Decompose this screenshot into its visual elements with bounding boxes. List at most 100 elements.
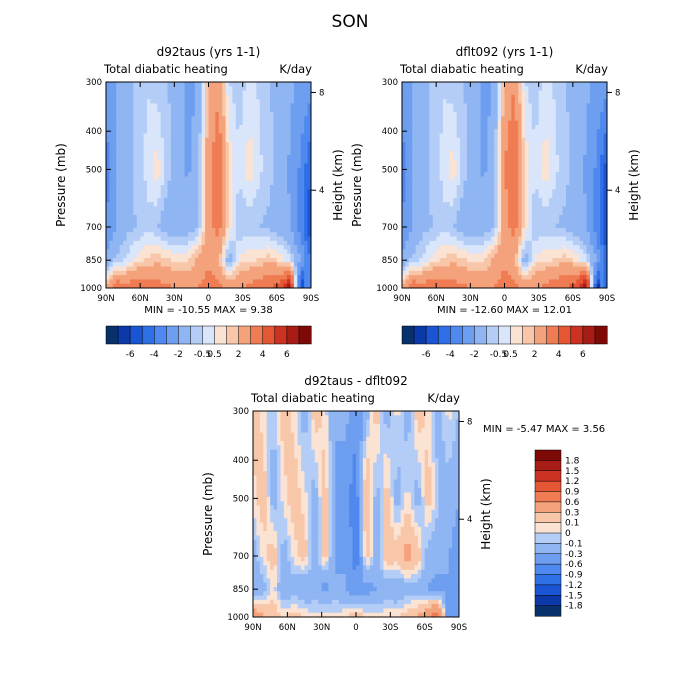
heatmap-cell (425, 112, 430, 117)
heatmap-cell (501, 86, 505, 91)
heatmap-cell (246, 180, 250, 186)
heatmap-cell (222, 227, 226, 233)
heatmap-cell (600, 116, 604, 122)
heatmap-cell (304, 197, 308, 203)
heatmap-cell (266, 262, 271, 267)
heatmap-cell (470, 150, 475, 156)
heatmap-cell (198, 210, 203, 216)
heatmap-cell (477, 112, 481, 117)
heatmap-cell (559, 172, 563, 177)
heatmap-cell (266, 90, 271, 96)
heatmap-cell (449, 210, 454, 216)
heatmap-cell (542, 219, 546, 225)
heatmap-cell (507, 167, 512, 173)
heatmap-cell (494, 163, 499, 169)
heatmap-cell (276, 193, 281, 199)
heatmap-cell (280, 154, 285, 160)
heatmap-cell (273, 154, 278, 160)
heatmap-cell (297, 112, 302, 117)
heatmap-cell (596, 185, 601, 190)
heatmap-cell (545, 154, 550, 160)
heatmap-cell (136, 142, 141, 147)
heatmap-cell (297, 253, 302, 259)
heatmap-cell (239, 245, 244, 250)
heatmap-cell (477, 215, 481, 220)
heatmap-cell (422, 189, 427, 194)
heatmap-cell (136, 270, 141, 276)
heatmap-cell (490, 116, 495, 122)
heatmap-cell (273, 206, 278, 212)
heatmap-cell (164, 185, 168, 190)
heatmap-cell (463, 215, 468, 220)
heatmap-cell (194, 236, 199, 242)
heatmap-cell (429, 163, 434, 169)
heatmap-cell (229, 232, 233, 237)
heatmap-cell (177, 197, 182, 203)
heatmap-cell (208, 133, 213, 139)
heatmap-cell (402, 150, 406, 156)
heatmap-cell (473, 219, 478, 225)
heatmap-cell (235, 159, 240, 164)
heatmap-cell (198, 176, 203, 182)
heatmap-cell (425, 103, 430, 109)
heatmap-cell (153, 283, 158, 289)
heatmap-cell (480, 99, 485, 104)
heatmap-cell (188, 142, 192, 147)
heatmap-cell (579, 210, 584, 216)
heatmap-cell (174, 90, 179, 96)
heatmap-cell (579, 206, 584, 212)
heatmap-cell (229, 193, 233, 199)
heatmap-cell (460, 142, 464, 147)
colorbar-label: 6 (284, 350, 290, 360)
heatmap-cell (473, 150, 478, 156)
heatmap-cell (559, 223, 563, 229)
heatmap-cell (259, 219, 264, 225)
heatmap-cell (246, 137, 250, 143)
heatmap-cell (276, 253, 281, 259)
heatmap-cell (283, 262, 288, 267)
heatmap-cell (215, 154, 220, 160)
heatmap-cell (153, 129, 158, 134)
heatmap-cell (463, 159, 468, 164)
heatmap-cell (184, 189, 189, 194)
heatmap-cell (402, 193, 406, 199)
heatmap-cell (511, 124, 516, 130)
heatmap-cell (583, 86, 587, 91)
heatmap-cell (252, 197, 257, 203)
heatmap-cell (276, 206, 281, 212)
heatmap-cell (422, 82, 427, 87)
heatmap-cell (542, 154, 546, 160)
heatmap-cell (484, 185, 488, 190)
heatmap-cell (188, 120, 192, 126)
heatmap-cell (126, 142, 131, 147)
heatmap-cell (412, 124, 417, 130)
heatmap-cell (252, 240, 257, 246)
heatmap-cell (572, 193, 577, 199)
heatmap-cell (559, 167, 563, 173)
heatmap-cell (229, 206, 233, 212)
heatmap-cell (531, 219, 536, 225)
heatmap-cell (242, 142, 247, 147)
heatmap-cell (129, 142, 134, 147)
heatmap-cell (174, 185, 179, 190)
heatmap-cell (246, 245, 250, 250)
heatmap-cell (603, 197, 608, 203)
heatmap-cell (579, 99, 584, 104)
heatmap-cell (600, 133, 604, 139)
heatmap-cell (545, 124, 550, 130)
heatmap-cell (439, 180, 444, 186)
heatmap-cell (466, 159, 471, 164)
heatmap-cell (497, 94, 502, 100)
heatmap-cell (119, 112, 124, 117)
heatmap-cell (415, 223, 420, 229)
heatmap-cell (542, 129, 546, 134)
heatmap-cell (129, 154, 134, 160)
heatmap-cell (600, 142, 604, 147)
heatmap-cell (229, 142, 233, 147)
heatmap-cell (593, 210, 598, 216)
heatmap-cell (229, 210, 233, 216)
heatmap-cell (466, 206, 471, 212)
heatmap-cell (596, 90, 601, 96)
heatmap-cell (246, 142, 250, 147)
heatmap-cell (153, 279, 158, 285)
